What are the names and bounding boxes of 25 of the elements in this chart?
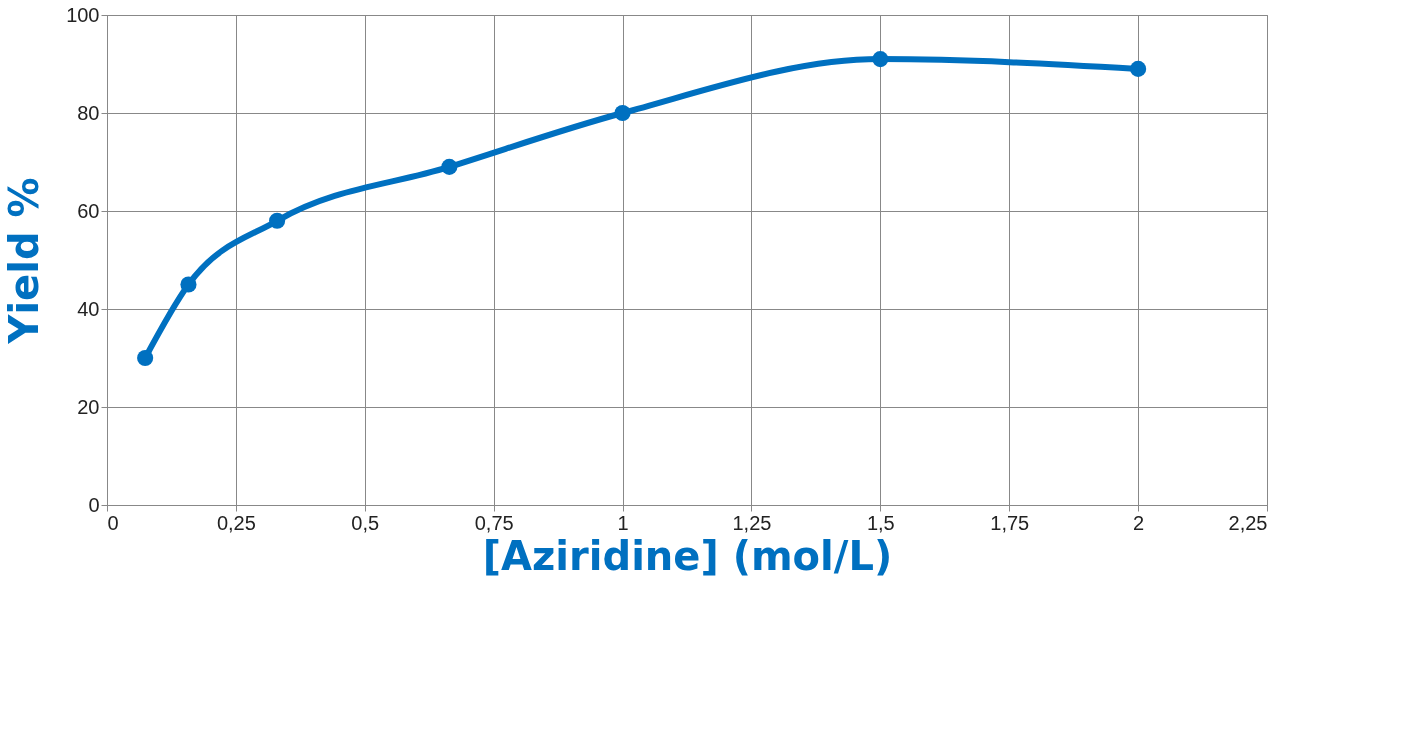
x-tick-label: 1,25: [732, 511, 772, 534]
y-axis-title: Yield %: [1, 177, 48, 345]
x-tick-label: 1,5: [866, 511, 895, 534]
point: [872, 51, 889, 68]
x-tick-label: 1,75: [990, 511, 1030, 534]
point: [441, 158, 458, 175]
point: [269, 212, 286, 229]
y-tick-label: 40: [77, 297, 100, 320]
y-tick-label: 0: [88, 493, 100, 516]
x-tick-label: 2,25: [1228, 511, 1268, 534]
x-tick-label: 2: [1133, 511, 1145, 534]
x-tick-label: 0: [107, 511, 119, 534]
x-tick-label: 0,75: [474, 511, 514, 534]
point: [1130, 60, 1147, 77]
y-tick-label: 80: [77, 101, 100, 124]
x-tick-label: 1: [617, 511, 629, 534]
y-tick-label: 60: [77, 199, 100, 222]
x-tick-label: 0,5: [351, 511, 380, 534]
x-tick-label: 0,25: [216, 511, 256, 534]
y-tick-label: 20: [77, 395, 100, 418]
point: [614, 104, 631, 122]
y-tick-label: 100: [66, 3, 100, 26]
point: [137, 349, 154, 367]
point: [180, 276, 197, 293]
x-axis-title: [Aziridine] (mol/L): [482, 532, 893, 579]
